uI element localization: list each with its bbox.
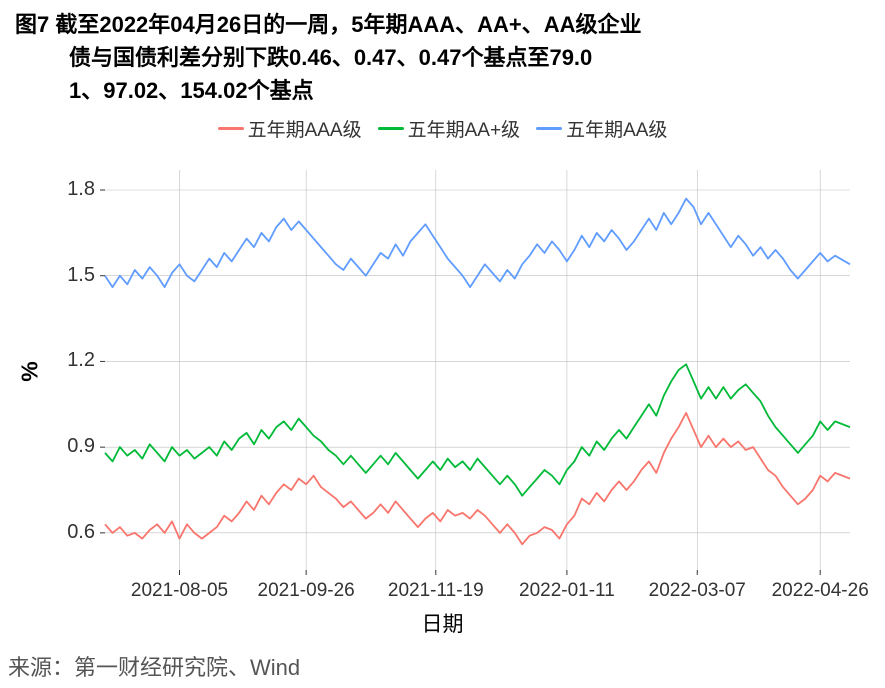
- legend-swatch: [378, 127, 404, 130]
- legend-item: 五年期AAA级: [218, 115, 362, 142]
- chart-title: 图7 截至2022年04月26日的一周，5年期AAA、AA+、AA级企业 债与国…: [15, 8, 865, 107]
- series-line: [105, 413, 850, 544]
- x-tick-label: 2021-11-19: [381, 580, 491, 602]
- legend-item: 五年期AA+级: [378, 115, 520, 142]
- title-line-1: 图7 截至2022年04月26日的一周，5年期AAA、AA+、AA级企业: [15, 12, 642, 37]
- y-axis-label: %: [17, 361, 44, 381]
- legend-label: 五年期AA级: [566, 120, 667, 141]
- x-tick-label: 2021-08-05: [125, 580, 235, 602]
- y-tick-label: 0.6: [50, 521, 95, 544]
- series-line: [105, 364, 850, 495]
- legend-swatch: [536, 127, 562, 130]
- series-line: [105, 199, 850, 288]
- y-tick-label: 1.8: [50, 178, 95, 201]
- x-axis-label: 日期: [0, 608, 885, 638]
- x-tick-label: 2021-09-26: [251, 580, 361, 602]
- legend-label: 五年期AA+级: [408, 120, 520, 141]
- y-tick-label: 1.2: [50, 349, 95, 372]
- y-tick-label: 1.5: [50, 264, 95, 287]
- x-tick-label: 2022-03-07: [642, 580, 752, 602]
- legend-label: 五年期AAA级: [248, 120, 362, 141]
- title-line-2: 债与国债利差分别下跌0.46、0.47、0.47个基点至79.0: [15, 41, 865, 74]
- legend-swatch: [218, 127, 244, 130]
- chart-plot-area: [105, 170, 850, 570]
- legend: 五年期AAA级 五年期AA+级 五年期AA级: [0, 115, 885, 142]
- y-tick-label: 0.9: [50, 435, 95, 458]
- x-tick-label: 2022-01-11: [512, 580, 622, 602]
- x-tick-label: 2022-04-26: [765, 580, 875, 602]
- chart-svg: [105, 170, 850, 570]
- title-line-3: 1、97.02、154.02个基点: [15, 74, 865, 107]
- source-text: 来源：第一财经研究院、Wind: [8, 650, 300, 682]
- legend-item: 五年期AA级: [536, 115, 667, 142]
